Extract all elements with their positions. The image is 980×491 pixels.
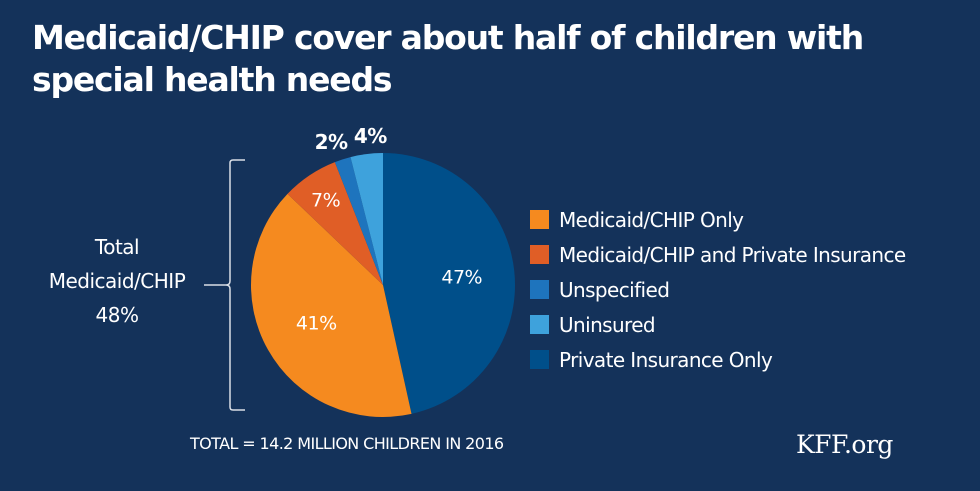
- legend-swatch: [530, 315, 549, 334]
- legend: Medicaid/CHIP Only Medicaid/CHIP and Pri…: [530, 202, 906, 377]
- pie-label-medicaid-chip-only: 41%: [296, 313, 337, 335]
- pie-slice-medicaid-chip-only: [251, 193, 412, 417]
- annotation-line-1: Total: [94, 235, 140, 259]
- legend-item-unspecified: Unspecified: [530, 272, 906, 307]
- legend-item-private-insurance-only: Private Insurance Only: [530, 342, 906, 377]
- pie-label-unspecified: 2%: [315, 130, 348, 154]
- legend-label: Unspecified: [559, 277, 670, 302]
- legend-item-uninsured: Uninsured: [530, 307, 906, 342]
- annotation-line-2: Medicaid/CHIP: [48, 269, 186, 293]
- pie-slice-private-insurance-only: [383, 153, 515, 414]
- pie-label-medicaid-chip-and-private-insurance: 7%: [311, 190, 340, 212]
- legend-item-medicaid-chip-only: Medicaid/CHIP Only: [530, 202, 906, 237]
- pie-label-uninsured: 4%: [354, 124, 387, 148]
- legend-label: Medicaid/CHIP Only: [559, 207, 744, 232]
- legend-label: Medicaid/CHIP and Private Insurance: [559, 242, 906, 267]
- legend-swatch: [530, 245, 549, 264]
- pie-slice-unspecified: [334, 157, 383, 285]
- legend-swatch: [530, 280, 549, 299]
- legend-label: Private Insurance Only: [559, 347, 773, 372]
- pie-slice-medicaid-chip-and-private-insurance: [287, 162, 383, 285]
- legend-swatch: [530, 210, 549, 229]
- annotation-line-3: 48%: [95, 303, 139, 327]
- total-medicaid-annotation: Total Medicaid/CHIP 48%: [22, 230, 212, 332]
- pie-label-private-insurance-only: 47%: [441, 266, 482, 288]
- total-footnote: TOTAL = 14.2 MILLION CHILDREN IN 2016: [190, 434, 504, 453]
- legend-label: Uninsured: [559, 312, 656, 337]
- kff-logo: KFF.org: [796, 430, 893, 459]
- legend-item-medicaid-chip-and-private: Medicaid/CHIP and Private Insurance: [530, 237, 906, 272]
- bracket: [204, 159, 245, 411]
- chart-title: Medicaid/CHIP cover about half of childr…: [32, 18, 864, 99]
- pie-slice-uninsured: [350, 153, 383, 285]
- legend-swatch: [530, 350, 549, 369]
